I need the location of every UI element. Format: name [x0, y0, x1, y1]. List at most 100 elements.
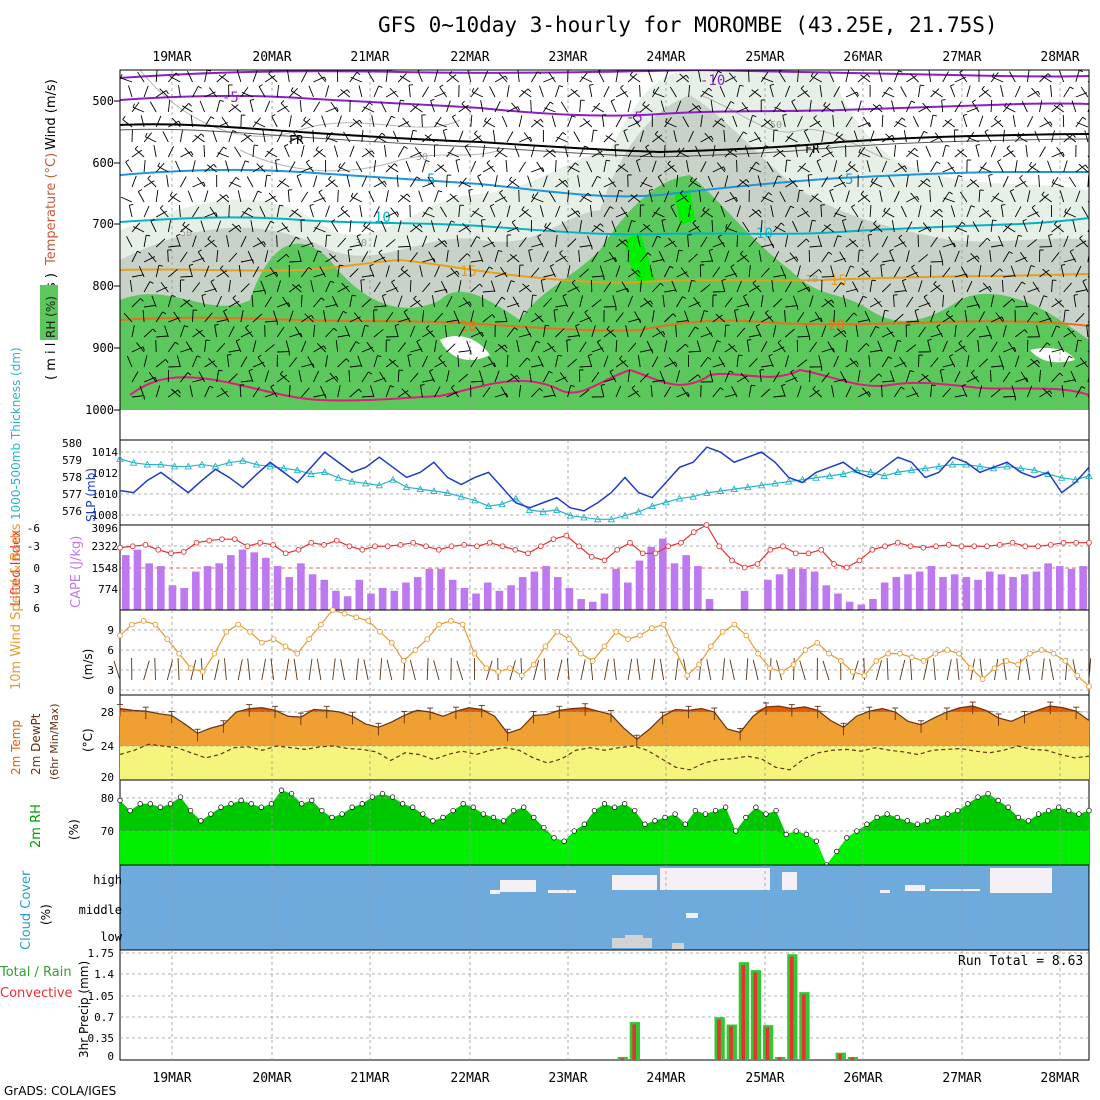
wind-barb-upper-flag: [795, 144, 800, 146]
wind-barb-upper: [245, 327, 254, 338]
wind-barb-upper-flag: [623, 128, 628, 132]
wind-barb-upper-flag: [416, 176, 421, 180]
temp2m-area: [120, 706, 1089, 746]
wind-barb-upper-flag: [647, 252, 652, 256]
wind-barb-upper: [216, 146, 224, 158]
cape-bar: [670, 563, 679, 610]
wind10-barb: [190, 659, 197, 681]
wind-barb-upper-flag: [734, 308, 739, 311]
wind-barb-upper: [180, 299, 191, 308]
wind-barb-upper: [518, 264, 521, 278]
wind-barb-upper: [945, 313, 956, 323]
rh2m-marker: [662, 814, 668, 821]
wind-barb-upper: [792, 220, 798, 233]
wind-barb-upper: [446, 147, 455, 158]
wind-barb-upper: [389, 87, 399, 98]
wind-barb-upper: [612, 295, 617, 308]
wind-barb-upper: [954, 273, 967, 278]
y-tick-label: low: [100, 930, 122, 944]
wind10-marker: [849, 668, 856, 675]
wind-barb-upper-flag: [336, 107, 339, 112]
wind-barb-upper: [402, 117, 411, 128]
rh2m-marker: [904, 818, 910, 824]
wind-barb-upper-flag: [791, 99, 796, 102]
wind-barb-upper: [317, 72, 326, 83]
wind-barb-upper: [418, 190, 423, 203]
wind-barb-upper: [972, 221, 980, 233]
wind-barb-upper-flag: [614, 257, 617, 262]
wind-barb-upper: [1030, 358, 1040, 368]
wind-barb-upper: [555, 205, 561, 218]
wind-barb-upper: [349, 388, 360, 398]
wind-barb-upper-flag: [165, 90, 169, 95]
wind10-barb: [355, 658, 359, 681]
rh2m-marker: [702, 811, 709, 817]
wind-barb-upper: [265, 320, 278, 323]
wind-barb-upper-flag: [777, 175, 782, 178]
wind-barb-upper: [542, 325, 546, 338]
wind-barb-upper: [537, 355, 544, 368]
wind-barb-upper: [323, 310, 327, 323]
wind-barb-upper: [350, 76, 363, 83]
cape-bar: [157, 566, 165, 610]
wind-barb-upper: [966, 280, 973, 293]
wind-barb-upper: [948, 356, 956, 368]
wind-barb-upper-flag: [537, 234, 542, 237]
wind10-marker: [625, 636, 631, 642]
wind-barb-upper: [1051, 325, 1057, 338]
wind-barb-upper: [226, 235, 230, 248]
thickness-marker: [525, 505, 534, 513]
wind-barb-upper: [911, 267, 919, 278]
wind-barb-upper: [774, 225, 786, 233]
wind-barb-upper-flag: [565, 180, 569, 184]
wind-barb-upper: [766, 161, 774, 173]
wind-barb-upper: [760, 219, 763, 233]
wind-barb-upper: [519, 333, 531, 338]
wind-barb-upper: [829, 190, 835, 203]
wind-barb-upper: [930, 236, 938, 248]
y-tick-label: 900: [92, 341, 114, 355]
wind-barb-upper: [591, 372, 600, 383]
wind-barb-upper: [639, 300, 651, 308]
wind10-marker: [507, 665, 513, 672]
wind10-marker: [164, 636, 171, 642]
wind-barb-upper-flag: [394, 163, 398, 167]
wind-barb-upper: [349, 220, 352, 233]
wind-barb-upper: [668, 357, 677, 368]
wind-barb-upper-flag: [1006, 145, 1011, 149]
wind-barb-upper-flag: [154, 377, 158, 382]
wind-barb-upper-flag: [577, 210, 581, 215]
wind-barb-upper-flag: [355, 341, 360, 344]
wind-barb-upper: [900, 86, 907, 98]
wind-barb-upper: [240, 134, 251, 143]
wind-barb-upper-flag: [550, 264, 555, 267]
rh2m-marker: [803, 831, 810, 838]
wind-barb-upper: [988, 175, 992, 188]
thickness-marker: [498, 500, 506, 508]
wind-barb-upper: [954, 297, 964, 308]
wind-barb-upper: [845, 164, 856, 173]
wind-barb-upper-flag: [752, 280, 757, 284]
wind-barb-upper: [1075, 289, 1088, 293]
wind-barb-upper: [555, 304, 568, 308]
wind-barb-upper: [1010, 265, 1016, 278]
wind-barb-upper: [595, 147, 605, 158]
wind-barb-upper: [301, 242, 313, 248]
wind-barb-upper: [326, 137, 338, 143]
wind-barb-upper: [184, 147, 193, 158]
wind-barb-upper: [1042, 268, 1052, 278]
li-marker: [295, 546, 302, 553]
wind-barb-upper: [290, 90, 302, 98]
wind-barb-upper: [909, 73, 919, 83]
wind-barb-upper: [488, 356, 496, 368]
wind-barb-upper: [1087, 396, 1089, 398]
wind-barb-upper: [627, 146, 635, 158]
wind-barb-upper: [216, 390, 228, 398]
wind-barb-upper: [627, 295, 634, 308]
wind-barb-upper: [669, 86, 677, 98]
wind-barb-upper: [869, 373, 880, 383]
wind-barb-upper: [619, 358, 629, 368]
wind-barb-upper: [627, 100, 632, 113]
wind-barb-upper: [980, 166, 992, 173]
wind-barb-upper: [615, 163, 626, 173]
